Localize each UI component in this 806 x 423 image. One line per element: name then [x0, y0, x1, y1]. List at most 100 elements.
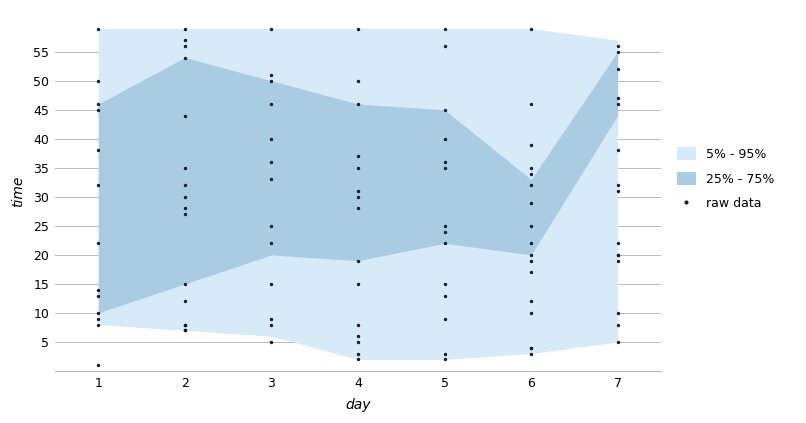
Point: [351, 188, 364, 195]
Point: [525, 199, 538, 206]
Point: [611, 43, 624, 49]
Point: [265, 316, 278, 322]
Point: [525, 222, 538, 229]
Point: [178, 321, 191, 328]
Point: [438, 350, 451, 357]
Point: [178, 54, 191, 61]
Point: [92, 292, 105, 299]
Point: [351, 280, 364, 287]
Point: [438, 43, 451, 49]
Point: [438, 165, 451, 171]
Point: [525, 298, 538, 305]
Point: [92, 240, 105, 247]
Point: [611, 48, 624, 55]
Point: [178, 211, 191, 218]
Point: [92, 107, 105, 113]
Point: [611, 252, 624, 258]
Point: [525, 25, 538, 32]
Point: [178, 327, 191, 334]
Point: [611, 95, 624, 102]
Point: [92, 147, 105, 154]
Point: [265, 280, 278, 287]
Point: [178, 112, 191, 119]
Point: [351, 333, 364, 340]
Point: [351, 205, 364, 212]
Point: [92, 286, 105, 293]
Point: [438, 356, 451, 363]
Point: [611, 101, 624, 107]
Legend: 5% - 95%, 25% - 75%, raw data: 5% - 95%, 25% - 75%, raw data: [673, 143, 778, 214]
Point: [92, 310, 105, 316]
Point: [611, 147, 624, 154]
Point: [525, 240, 538, 247]
Point: [92, 25, 105, 32]
Point: [351, 356, 364, 363]
Point: [265, 159, 278, 165]
X-axis label: day: day: [345, 398, 371, 412]
Point: [178, 205, 191, 212]
Point: [525, 182, 538, 189]
Point: [178, 280, 191, 287]
Point: [525, 344, 538, 351]
Point: [351, 321, 364, 328]
Point: [525, 165, 538, 171]
Point: [525, 269, 538, 276]
Point: [265, 338, 278, 345]
Y-axis label: time: time: [11, 176, 25, 207]
Point: [92, 77, 105, 84]
Point: [178, 43, 191, 49]
Point: [265, 135, 278, 142]
Point: [525, 101, 538, 107]
Point: [178, 165, 191, 171]
Point: [438, 107, 451, 113]
Point: [265, 77, 278, 84]
Point: [178, 298, 191, 305]
Point: [525, 141, 538, 148]
Point: [438, 292, 451, 299]
Point: [525, 252, 538, 258]
Point: [265, 321, 278, 328]
Point: [438, 25, 451, 32]
Point: [351, 193, 364, 200]
Point: [92, 321, 105, 328]
Point: [178, 25, 191, 32]
Point: [351, 25, 364, 32]
Point: [525, 350, 538, 357]
Point: [611, 182, 624, 189]
Point: [438, 240, 451, 247]
Point: [438, 280, 451, 287]
Point: [178, 321, 191, 328]
Point: [438, 228, 451, 235]
Point: [438, 135, 451, 142]
Point: [611, 310, 624, 316]
Point: [525, 170, 538, 177]
Point: [351, 153, 364, 159]
Point: [351, 165, 364, 171]
Point: [178, 182, 191, 189]
Point: [611, 257, 624, 264]
Point: [178, 193, 191, 200]
Point: [351, 101, 364, 107]
Point: [351, 350, 364, 357]
Point: [178, 327, 191, 334]
Point: [438, 159, 451, 165]
Point: [265, 71, 278, 78]
Point: [525, 257, 538, 264]
Point: [92, 182, 105, 189]
Point: [351, 257, 364, 264]
Point: [265, 240, 278, 247]
Point: [92, 362, 105, 368]
Point: [611, 252, 624, 258]
Point: [265, 222, 278, 229]
Point: [265, 176, 278, 183]
Point: [611, 321, 624, 328]
Point: [178, 37, 191, 44]
Point: [438, 222, 451, 229]
Point: [265, 101, 278, 107]
Point: [611, 240, 624, 247]
Point: [351, 338, 364, 345]
Point: [611, 66, 624, 72]
Point: [265, 25, 278, 32]
Point: [525, 344, 538, 351]
Point: [611, 188, 624, 195]
